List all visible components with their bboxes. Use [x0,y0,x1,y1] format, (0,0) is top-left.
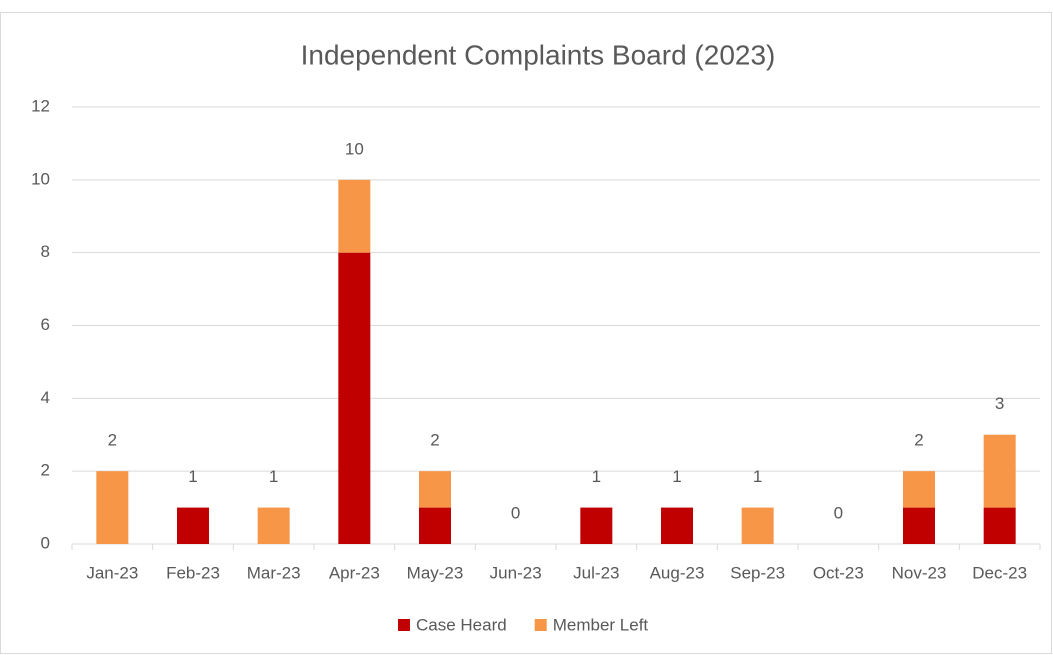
bar-segment [96,471,129,544]
bar-segment [338,252,371,544]
total-label: 2 [108,431,117,450]
y-tick-label: 8 [41,242,50,261]
y-tick-label: 0 [41,533,50,552]
x-tick-label: Jul-23 [573,563,619,582]
x-tick-label: May-23 [407,563,464,582]
bar-segment [419,507,451,544]
legend-swatch [398,619,410,631]
x-tick-label: Apr-23 [329,563,380,582]
bar-segment [983,507,1016,544]
chart-border [0,12,1052,654]
chart-title: Independent Complaints Board (2023) [301,39,776,70]
y-tick-label: 2 [41,461,50,480]
bar-segment [338,179,371,253]
total-label: 3 [995,394,1004,413]
x-tick-label: Aug-23 [650,563,705,582]
bar-segment [741,507,774,544]
x-tick-label: Oct-23 [813,563,864,582]
total-label: 1 [672,467,681,486]
total-label: 2 [430,431,439,450]
bar-segment [419,471,451,508]
bar-segment [983,434,1016,508]
bar-segment [177,507,209,544]
bar-segment [903,507,935,544]
total-label: 1 [592,467,601,486]
y-tick-label: 12 [31,96,50,115]
y-tick-label: 6 [41,315,50,334]
bar-segment [580,507,613,544]
y-tick-label: 4 [41,388,50,407]
bar-segment [661,507,693,544]
x-tick-label: Dec-23 [972,563,1027,582]
legend-label: Member Left [553,615,649,634]
x-tick-label: Nov-23 [892,563,947,582]
total-label: 1 [269,467,278,486]
legend-label: Case Heard [416,615,507,634]
x-tick-label: Feb-23 [166,563,220,582]
x-tick-label: Jun-23 [490,563,542,582]
bar-segment [257,507,290,544]
total-label: 0 [834,503,843,522]
total-label: 10 [345,139,364,158]
x-tick-label: Sep-23 [730,563,785,582]
x-tick-label: Jan-23 [86,563,138,582]
legend-swatch [534,619,547,631]
total-label: 1 [188,467,197,486]
total-label: 1 [753,467,762,486]
x-tick-label: Mar-23 [247,563,301,582]
total-label: 2 [914,431,923,450]
total-label: 0 [511,503,520,522]
y-tick-label: 10 [31,169,50,188]
bar-segment [903,471,935,508]
